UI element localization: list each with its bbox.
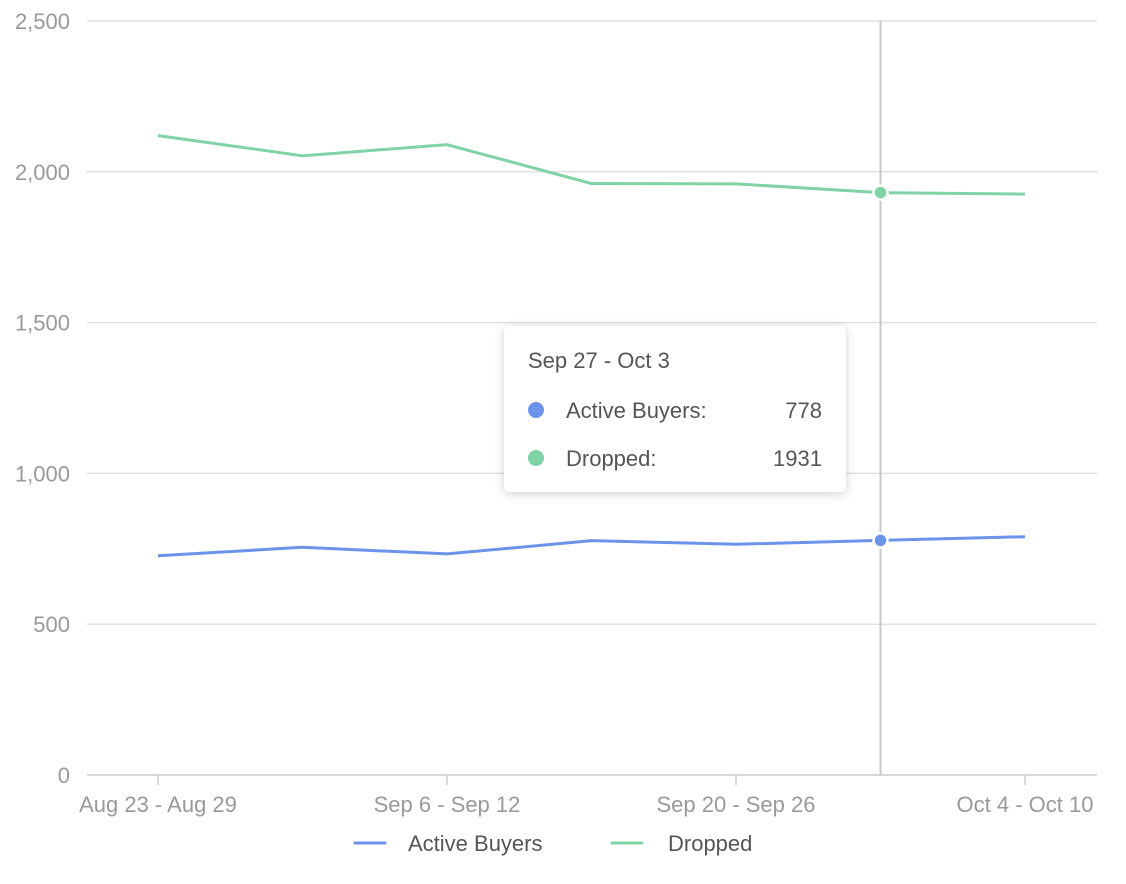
grid-lines (87, 20, 1097, 625)
legend: Active Buyers Dropped (353, 831, 752, 856)
tooltip-value: 1931 (773, 446, 822, 471)
series-line-dropped (157, 134, 1026, 196)
series-line-active-buyers (157, 535, 1026, 558)
legend-label-active-buyers[interactable]: Active Buyers (408, 831, 543, 856)
legend-label-dropped[interactable]: Dropped (668, 831, 752, 856)
data-point-dropped (872, 184, 889, 201)
tooltip-value: 778 (785, 398, 822, 423)
dropped-dot-icon (528, 450, 544, 466)
tooltip: Sep 27 - Oct 3 Active Buyers: 778 Droppe… (504, 326, 846, 492)
x-axis: Aug 23 - Aug 29 Sep 6 - Sep 12 Sep 20 - Se… (79, 774, 1097, 817)
y-tick-label: 0 (58, 763, 70, 788)
tooltip-row-active-buyers: Active Buyers: 778 (528, 398, 822, 426)
x-tick-label: Sep 20 - Sep 26 (656, 792, 815, 817)
tooltip-title: Sep 27 - Oct 3 (528, 348, 670, 373)
tooltip-row-dropped: Dropped: 1931 (528, 446, 822, 474)
active-buyers-dot-icon (528, 402, 544, 418)
y-tick-label: 1,000 (15, 461, 70, 486)
y-tick-label: 2,000 (15, 160, 70, 185)
y-tick-label: 500 (33, 612, 70, 637)
data-point-active-buyers (872, 532, 889, 549)
x-tick-label: Sep 6 - Sep 12 (374, 792, 521, 817)
y-axis: 0 500 1,000 1,500 2,000 2,500 (15, 9, 70, 788)
x-tick-label: Aug 23 - Aug 29 (79, 792, 237, 817)
y-tick-label: 1,500 (15, 311, 70, 336)
tooltip-label: Dropped: (566, 446, 657, 471)
series-lines (157, 134, 1026, 558)
x-tick-label: Oct 4 - Oct 10 (957, 792, 1094, 817)
y-tick-label: 2,500 (15, 9, 70, 34)
tooltip-label: Active Buyers: (566, 398, 707, 423)
